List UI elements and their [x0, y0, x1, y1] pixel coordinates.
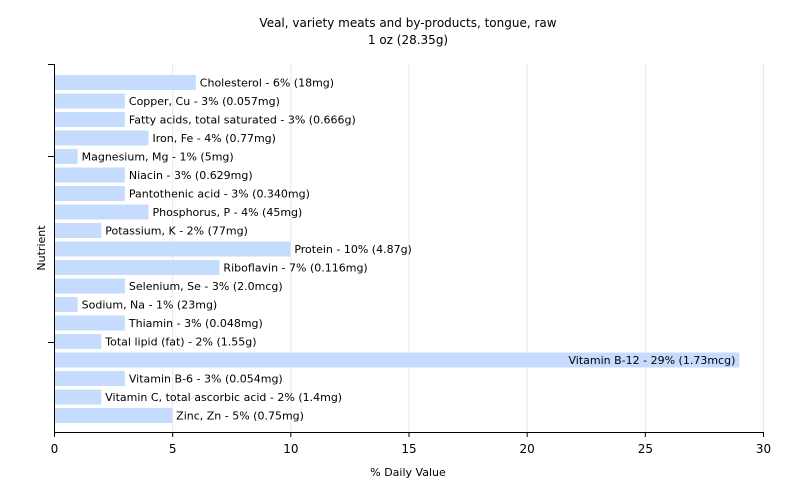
bar-18	[55, 408, 173, 423]
bar-label-13: Thiamin - 3% (0.048mg)	[128, 317, 263, 330]
bar-0	[55, 75, 196, 90]
bar-label-8: Potassium, K - 2% (77mg)	[105, 225, 248, 238]
chart-subtitle: 1 oz (28.35g)	[368, 33, 448, 47]
bar-label-16: Vitamin B-6 - 3% (0.054mg)	[129, 373, 283, 386]
bar-labels: Cholesterol - 6% (18mg) Copper, Cu - 3% (…	[82, 77, 736, 423]
bar-7	[55, 204, 149, 220]
bar-label-9: Protein - 10% (4.87g)	[294, 243, 412, 256]
bar-label-5: Niacin - 3% (0.629mg)	[129, 169, 253, 182]
bar-label-3: Iron, Fe - 4% (0.77mg)	[153, 132, 276, 145]
bar-2	[55, 112, 125, 127]
bar-15	[55, 352, 740, 368]
bar-label-14: Total lipid (fat) - 2% (1.55g)	[104, 336, 256, 349]
bar-16	[55, 371, 125, 386]
x-tick-label-3: 15	[401, 442, 416, 456]
bar-label-1: Copper, Cu - 3% (0.057mg)	[129, 95, 280, 108]
x-tick-label-2: 10	[283, 442, 298, 456]
bar-9	[55, 241, 291, 257]
x-tick-label-0: 0	[51, 442, 59, 456]
x-tick-label-1: 5	[169, 442, 177, 456]
y-axis-label: Nutrient	[35, 225, 48, 271]
bar-label-10: Riboflavin - 7% (0.116mg)	[223, 262, 367, 275]
bar-4	[55, 149, 78, 164]
bar-label-17: Vitamin C, total ascorbic acid - 2% (1.4…	[105, 391, 342, 404]
x-tick-label-4: 20	[520, 442, 535, 456]
x-tick-label-6: 30	[756, 442, 771, 456]
bar-label-15: Vitamin B-12 - 29% (1.73mcg)	[568, 354, 735, 367]
bar-5	[55, 167, 125, 183]
bar-11	[55, 278, 125, 294]
x-tick-labels: 0 5 10 15 20 25 30	[51, 442, 771, 456]
bar-8	[55, 223, 102, 238]
x-axis-label: % Daily Value	[370, 466, 446, 479]
bar-label-11: Selenium, Se - 3% (2.0mcg)	[129, 280, 283, 293]
bar-14	[55, 334, 102, 349]
bar-label-18: Zinc, Zn - 5% (0.75mg)	[176, 410, 304, 423]
bar-17	[55, 389, 102, 405]
bar-12	[55, 297, 78, 312]
bar-13	[55, 315, 125, 331]
bar-label-0: Cholesterol - 6% (18mg)	[200, 77, 334, 90]
grid-lines	[172, 64, 764, 432]
bar-label-12: Sodium, Na - 1% (23mg)	[82, 299, 218, 312]
bar-label-6: Pantothenic acid - 3% (0.340mg)	[129, 188, 310, 201]
bars	[55, 75, 740, 423]
bar-label-4: Magnesium, Mg - 1% (5mg)	[82, 151, 234, 164]
bar-6	[55, 186, 125, 201]
bar-3	[55, 130, 149, 146]
bar-label-7: Phosphorus, P - 4% (45mg)	[153, 206, 303, 219]
chart-title: Veal, variety meats and by-products, ton…	[259, 16, 556, 30]
bar-label-2: Fatty acids, total saturated - 3% (0.666…	[129, 114, 356, 127]
axes	[48, 64, 764, 437]
x-tick-label-5: 25	[638, 442, 653, 456]
bar-10	[55, 260, 220, 275]
bar-1	[55, 93, 125, 109]
